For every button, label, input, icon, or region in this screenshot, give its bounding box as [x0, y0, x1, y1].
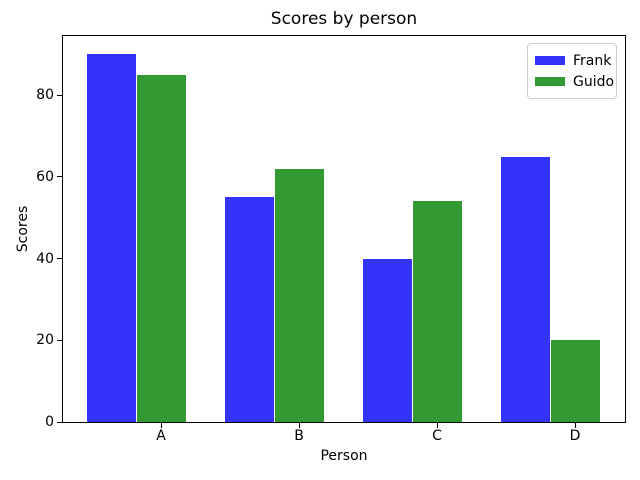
legend-swatch-frank: [535, 56, 565, 65]
y-tick-mark: [57, 94, 62, 96]
chart-title: Scores by person: [270, 9, 418, 29]
bar-guido-A: [136, 74, 186, 422]
bar-frank-A: [87, 54, 136, 422]
bar-frank-C: [363, 258, 412, 422]
y-tick-mark: [57, 258, 62, 260]
legend-swatch-guido: [535, 77, 565, 86]
bar-guido-C: [412, 201, 462, 422]
y-tick-label: 60: [36, 168, 54, 185]
x-tick-label: D: [569, 428, 581, 444]
bar-guido-D: [550, 340, 600, 422]
y-tick-label: 0: [45, 414, 54, 430]
y-tick-mark: [57, 176, 62, 178]
x-tick-mark: [298, 423, 300, 428]
y-tick-label: 20: [36, 332, 54, 349]
y-axis-label: Scores: [15, 205, 31, 253]
legend: Frank Guido: [527, 43, 617, 99]
bar-frank-B: [225, 197, 274, 422]
y-tick-mark: [57, 421, 62, 423]
x-tick-label: C: [432, 428, 442, 444]
legend-item-frank: Frank: [535, 50, 612, 71]
bar-guido-B: [274, 168, 324, 422]
x-tick-label: B: [294, 428, 304, 444]
x-tick-mark: [160, 423, 162, 428]
x-tick-label: A: [156, 428, 166, 444]
legend-label: Guido: [573, 73, 615, 90]
y-tick-mark: [57, 339, 62, 341]
legend-label: Frank: [573, 52, 612, 69]
x-tick-mark: [574, 423, 576, 428]
y-tick-label: 80: [36, 87, 54, 104]
y-tick-label: 40: [36, 250, 54, 267]
bar-frank-D: [501, 156, 550, 422]
x-tick-mark: [436, 423, 438, 428]
x-axis-label: Person: [320, 448, 368, 464]
legend-item-guido: Guido: [535, 71, 614, 92]
plot-area: [62, 35, 626, 423]
